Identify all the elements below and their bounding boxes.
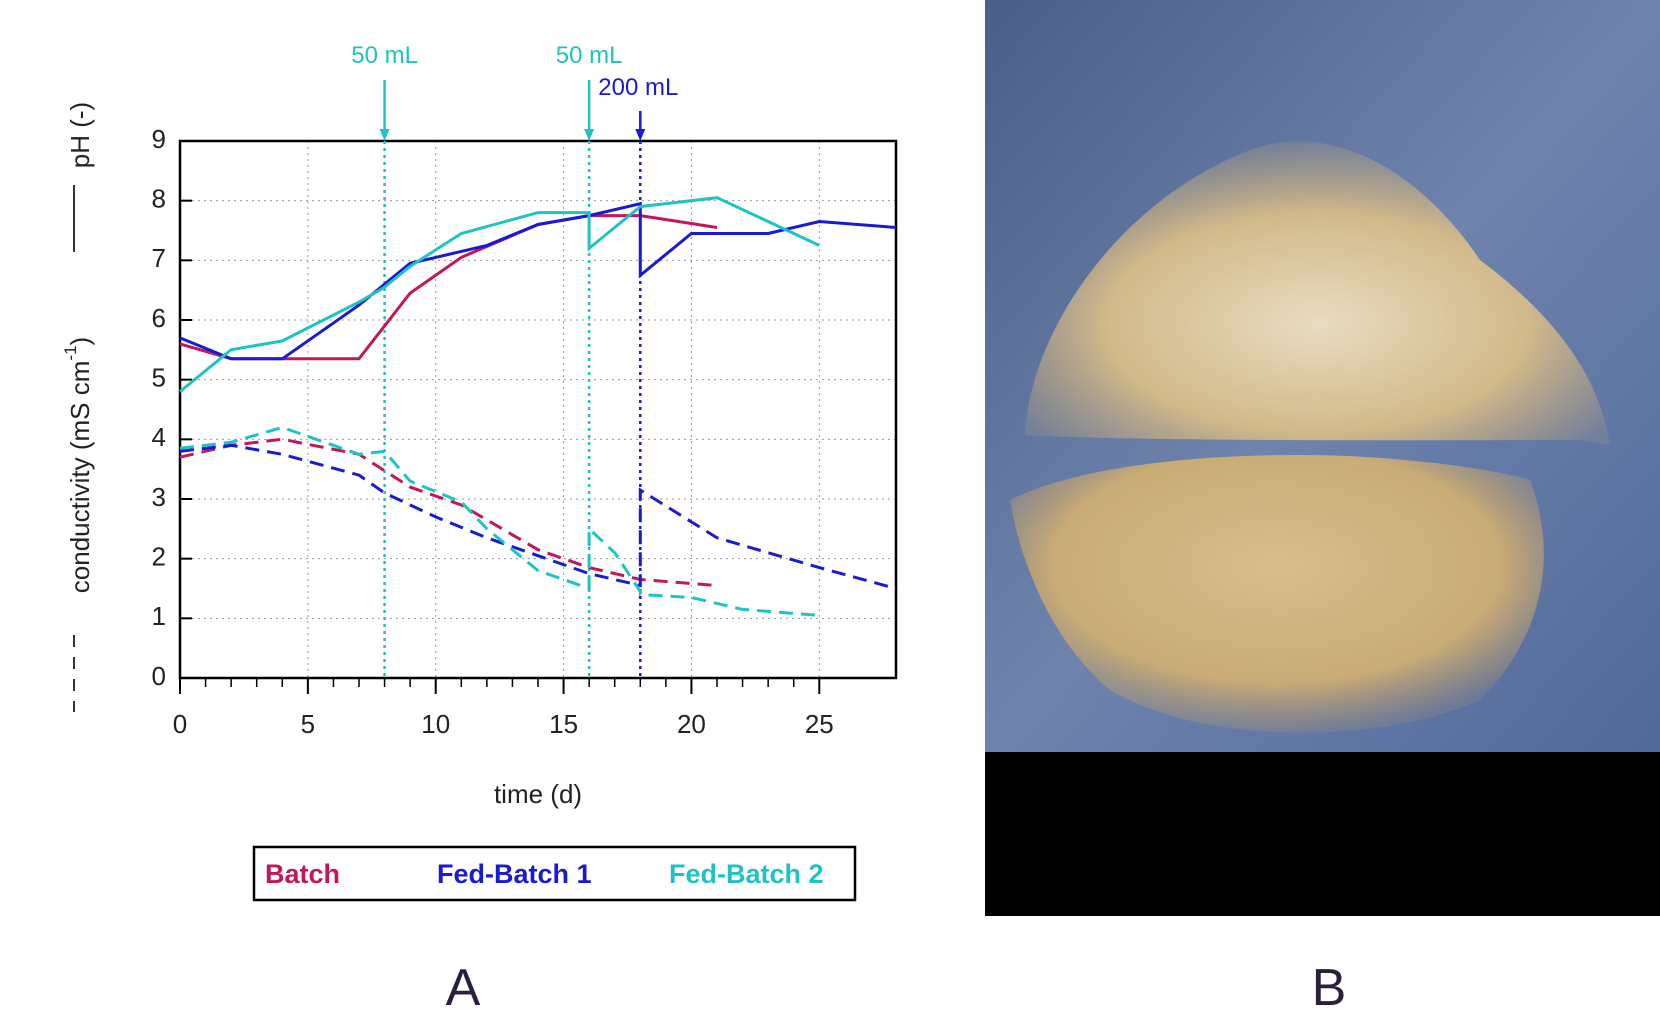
y-label-superscript: -1 <box>61 345 80 360</box>
y-tick-label: 8 <box>152 184 166 214</box>
x-tick-label: 25 <box>805 709 834 739</box>
y-tick-label: 3 <box>152 482 166 512</box>
x-tick-label: 20 <box>677 709 706 739</box>
y-tick-label: 9 <box>152 124 166 154</box>
conductivity-line <box>180 427 819 615</box>
panel-label: B <box>1312 959 1347 1010</box>
feed-arrow-head <box>635 129 645 141</box>
y-tick-label: 5 <box>152 363 166 393</box>
feed-arrow-head <box>584 129 594 141</box>
x-tick-label: 10 <box>421 709 450 739</box>
plot-frame <box>180 141 896 678</box>
ph-line <box>180 216 717 359</box>
legend-entry: Fed-Batch 1 <box>437 859 592 889</box>
x-tick-label: 0 <box>173 709 187 739</box>
y-tick-label: 6 <box>152 303 166 333</box>
figure: A B conductivity (mS cm-1) pH (-) time (… <box>0 0 1660 1010</box>
y-tick-label: 4 <box>152 422 166 452</box>
y-tick-label: 7 <box>152 243 166 273</box>
conductivity-line <box>180 439 717 585</box>
conductivity-line <box>180 445 896 588</box>
y-label-text: conductivity (mS cm <box>65 361 95 594</box>
y-tick-label: 0 <box>152 661 166 691</box>
feed-arrow-head <box>380 129 390 141</box>
y-tick-label: 2 <box>152 542 166 572</box>
panel-label: A <box>446 959 481 1010</box>
ph-line <box>180 198 819 392</box>
y-tick-label: 1 <box>152 601 166 631</box>
ph-line <box>180 204 896 359</box>
feed-label: 200 mL <box>598 74 678 101</box>
feed-label: 50 mL <box>556 42 623 69</box>
legend-entry: Fed-Batch 2 <box>669 859 824 889</box>
feed-label: 50 mL <box>351 42 418 69</box>
x-axis-label: time (d) <box>494 779 582 809</box>
legend-entry: Batch <box>265 859 340 889</box>
y-label-close: ) <box>65 337 95 346</box>
photo <box>985 0 1660 916</box>
x-tick-label: 15 <box>549 709 578 739</box>
y-axis-label: conductivity (mS cm-1) <box>61 337 94 593</box>
x-tick-label: 5 <box>301 709 315 739</box>
y2-axis-label: pH (-) <box>65 102 95 168</box>
